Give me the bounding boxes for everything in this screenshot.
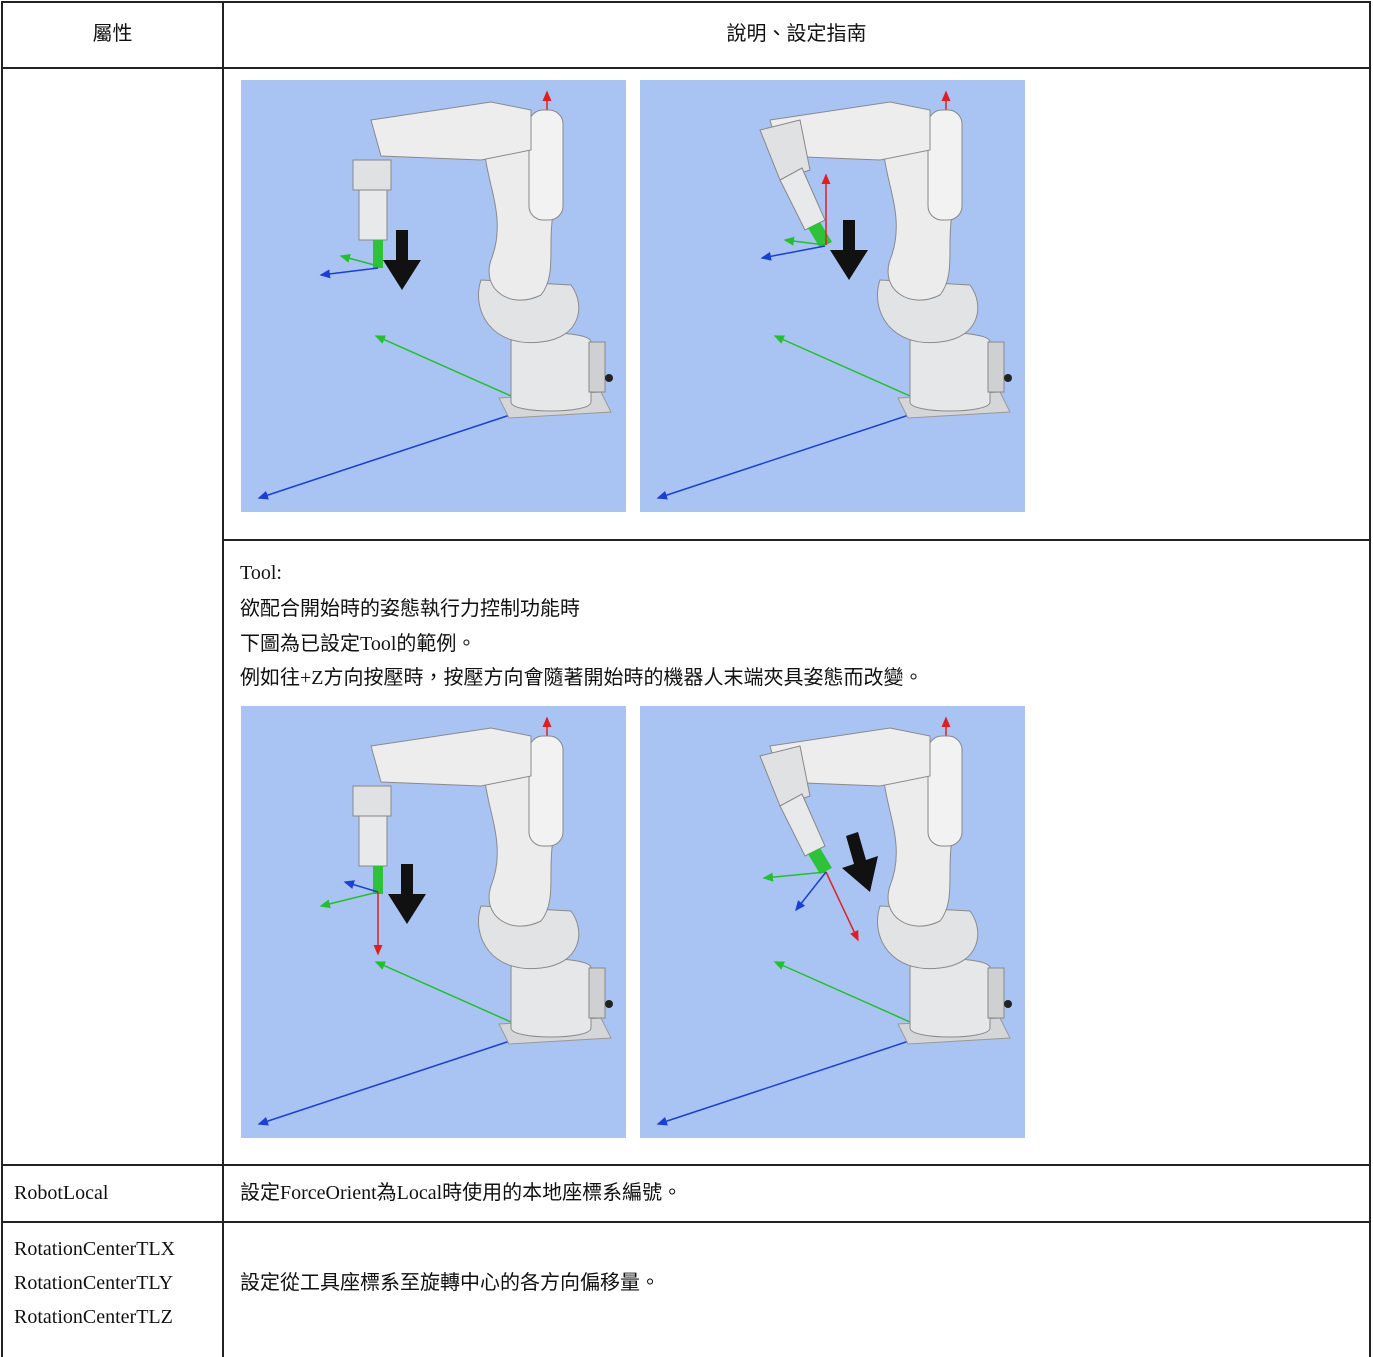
attribute: RotationCenterTLZ bbox=[14, 1306, 173, 1328]
border bbox=[1, 1164, 1371, 1166]
robot-image bbox=[640, 706, 1025, 1138]
robot-image bbox=[640, 80, 1025, 512]
attribute: RotationCenterTLX bbox=[14, 1238, 176, 1260]
header-cell: 說明、設定指南 bbox=[726, 23, 867, 45]
robot-image bbox=[241, 80, 626, 512]
border bbox=[1, 67, 1371, 69]
header-cell: 屬性 bbox=[92, 23, 133, 45]
text-line: Tool: bbox=[240, 562, 282, 584]
border bbox=[222, 1, 224, 1357]
border bbox=[1, 1, 1371, 3]
text-line: 下圖為已設定Tool的範例。 bbox=[240, 633, 477, 655]
border bbox=[1, 1221, 1371, 1223]
robot-image bbox=[241, 706, 626, 1138]
border bbox=[1369, 1, 1371, 1357]
description: 設定從工具座標系至旋轉中心的各方向偏移量。 bbox=[240, 1272, 660, 1294]
attribute: RotationCenterTLY bbox=[14, 1272, 174, 1294]
description: 設定ForceOrient為Local時使用的本地座標系編號。 bbox=[240, 1182, 683, 1204]
border bbox=[1, 1, 3, 1357]
attribute: RobotLocal bbox=[14, 1182, 109, 1204]
text-line: 欲配合開始時的姿態執行力控制功能時 bbox=[240, 598, 580, 620]
border bbox=[222, 539, 1371, 541]
text-line: 例如往+Z方向按壓時，按壓方向會隨著開始時的機器人末端夾具姿態而改變。 bbox=[240, 667, 924, 689]
